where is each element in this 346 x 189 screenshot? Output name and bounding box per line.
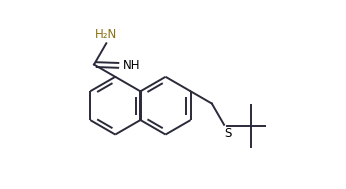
Text: H₂N: H₂N	[95, 28, 117, 41]
Text: S: S	[225, 127, 232, 140]
Text: NH: NH	[122, 59, 140, 72]
